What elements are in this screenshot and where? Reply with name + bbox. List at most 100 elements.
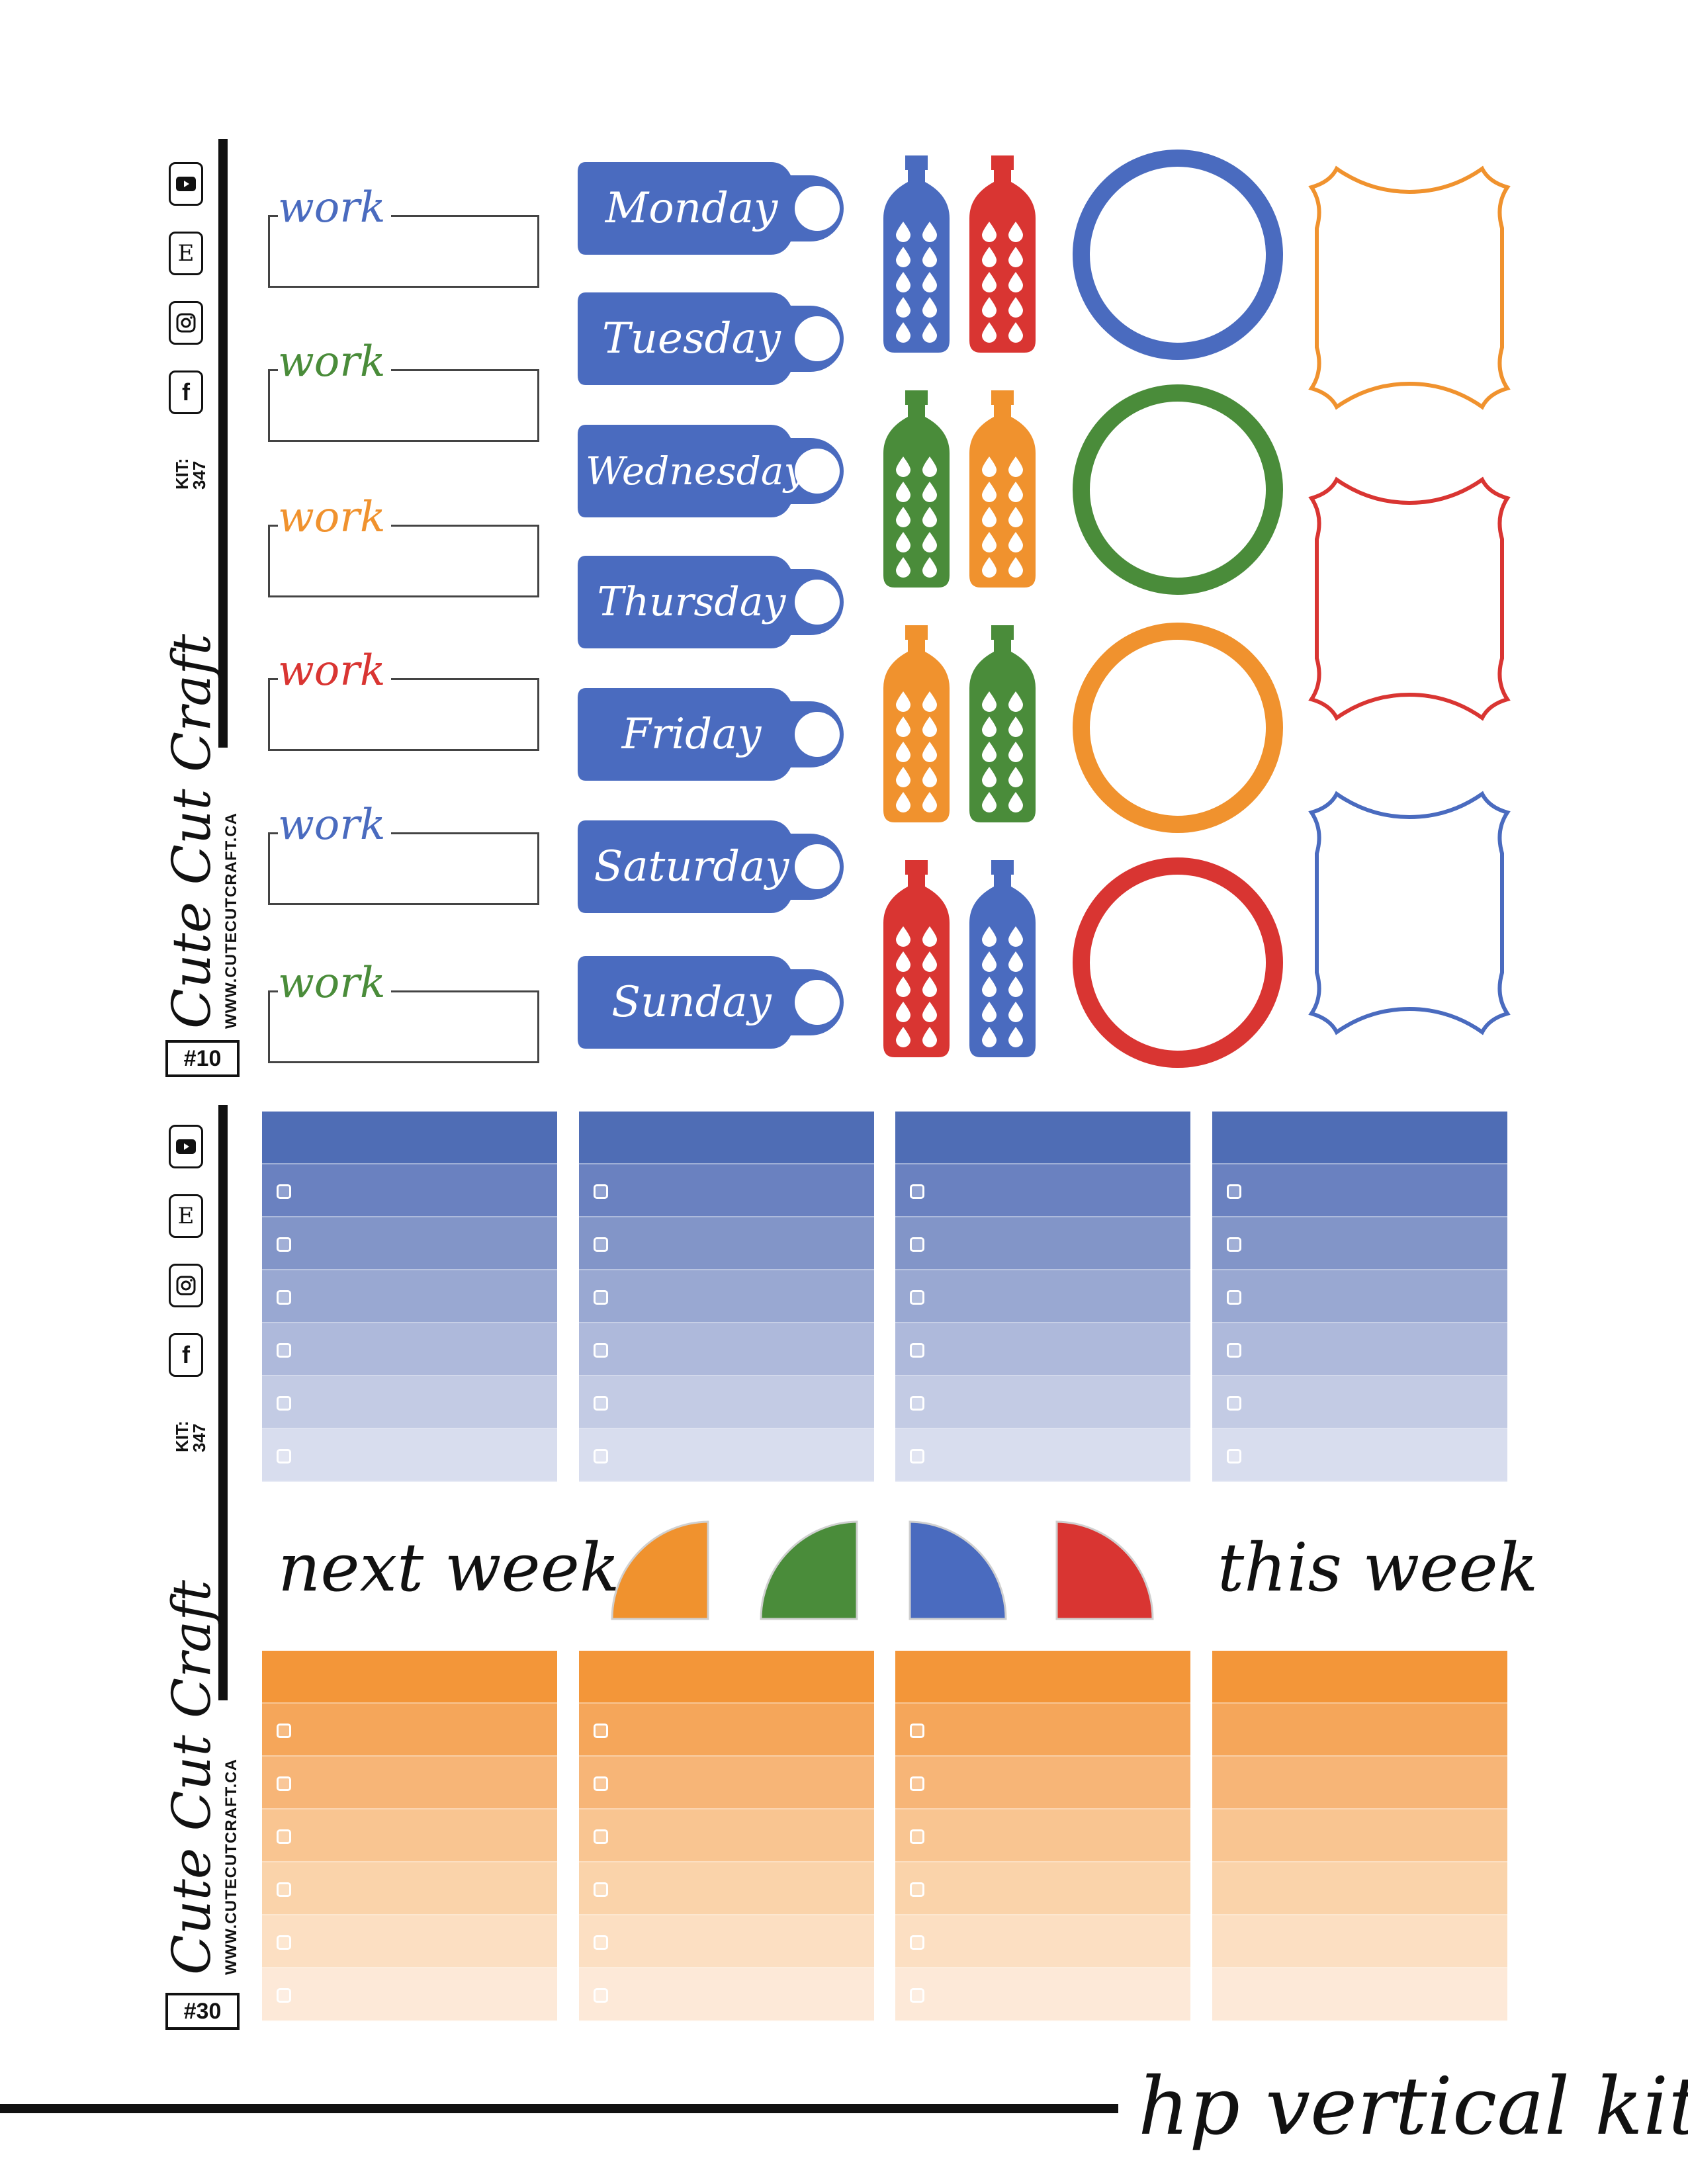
checkbox	[594, 1935, 608, 1950]
checklist-row	[895, 1862, 1190, 1915]
checklist-header	[262, 1112, 557, 1164]
quarter-circle-sticker	[611, 1520, 709, 1620]
day-label: Friday	[621, 710, 762, 759]
checklist-row	[262, 1968, 557, 2021]
instagram-icon	[169, 301, 203, 345]
checkbox	[910, 1935, 924, 1950]
checklist-row	[1212, 1757, 1507, 1810]
circle-sticker	[1073, 623, 1283, 833]
checkbox	[1227, 1396, 1241, 1411]
water-bottle-icon	[969, 625, 1036, 822]
work-label: work	[278, 496, 391, 539]
water-bottle-icon	[883, 625, 950, 822]
checklist-row	[579, 1323, 874, 1376]
checkbox	[910, 1290, 924, 1305]
day-tag-tuesday: Tuesday	[572, 286, 844, 398]
checklist-row	[1212, 1704, 1507, 1757]
work-label: work	[278, 341, 391, 383]
checklist-row	[262, 1757, 557, 1810]
checklist-row	[895, 1810, 1190, 1862]
checklist-row	[262, 1376, 557, 1429]
checklist-sticker	[1212, 1651, 1507, 2021]
checklist-row	[579, 1429, 874, 1482]
checklist-sticker	[262, 1651, 557, 2021]
footer-divider	[0, 2104, 1118, 2113]
frame-sticker	[1308, 165, 1511, 410]
checkbox	[594, 1829, 608, 1844]
sheet-number: #10	[165, 1040, 240, 1077]
checklist-row	[262, 1429, 557, 1482]
etsy-icon: E	[169, 1194, 203, 1238]
checkbox	[594, 1449, 608, 1463]
checklist-row	[895, 1968, 1190, 2021]
circle-sticker-column	[1069, 146, 1287, 1085]
checkbox	[1227, 1184, 1241, 1199]
brand-bar	[218, 139, 228, 748]
checklist-sticker	[579, 1651, 874, 2021]
quarter-circle-sticker	[760, 1520, 858, 1620]
checkbox	[277, 1396, 291, 1411]
checklist-sticker	[262, 1112, 557, 1482]
frame-sticker-column	[1297, 155, 1522, 1082]
checkbox	[277, 1988, 291, 2003]
checklist-header	[262, 1651, 557, 1704]
circle-sticker	[1073, 384, 1283, 595]
checklist-row	[1212, 1862, 1507, 1915]
checklist-row	[262, 1915, 557, 1968]
checkbox	[594, 1343, 608, 1358]
work-label: work	[278, 804, 391, 846]
water-bottle-icon	[969, 390, 1036, 588]
day-label: Thursday	[597, 579, 786, 625]
checklist-sticker	[895, 1651, 1190, 2021]
quarter-circle-sticker	[909, 1520, 1007, 1620]
sheet-number: #30	[165, 1993, 240, 2030]
checkbox	[910, 1237, 924, 1252]
checklist-header	[895, 1112, 1190, 1164]
checklist-row	[579, 1757, 874, 1810]
checklist-row	[895, 1704, 1190, 1757]
youtube-icon	[169, 1125, 203, 1168]
water-bottle-icon	[969, 155, 1036, 353]
checkbox	[910, 1343, 924, 1358]
day-label: Saturday	[594, 842, 789, 891]
checkbox	[594, 1882, 608, 1897]
day-tag-friday: Friday	[572, 681, 844, 794]
checkbox	[594, 1988, 608, 2003]
checkbox	[594, 1290, 608, 1305]
checklist-sticker	[579, 1112, 874, 1482]
checklist-row	[262, 1217, 557, 1270]
checklist-row	[262, 1810, 557, 1862]
checkbox	[910, 1724, 924, 1738]
checklist-row	[895, 1757, 1190, 1810]
checklist-row	[895, 1217, 1190, 1270]
checkbox	[277, 1237, 291, 1252]
checklist-row	[579, 1810, 874, 1862]
checklist-row	[262, 1323, 557, 1376]
checklist-row	[579, 1915, 874, 1968]
checklist-row	[1212, 1270, 1507, 1323]
day-label: Monday	[605, 184, 778, 233]
quarter-circle-sticker	[1055, 1520, 1154, 1620]
checklist-header	[895, 1651, 1190, 1704]
water-bottle-icon	[969, 860, 1036, 1057]
brand-url: WWW.CUTECUTCRAFT.CA	[222, 1759, 240, 1975]
this-week-label: this week	[1218, 1529, 1538, 1606]
instagram-icon	[169, 1264, 203, 1307]
checkbox	[910, 1396, 924, 1411]
checklist-row	[1212, 1217, 1507, 1270]
checklist-row	[895, 1164, 1190, 1217]
checkbox	[1227, 1237, 1241, 1252]
checkbox	[910, 1449, 924, 1463]
circle-sticker	[1073, 857, 1283, 1068]
checklist-row	[579, 1164, 874, 1217]
checkbox	[277, 1724, 291, 1738]
youtube-icon	[169, 162, 203, 206]
frame-sticker	[1308, 476, 1511, 721]
checklist-sticker	[1212, 1112, 1507, 1482]
facebook-icon: f	[169, 1333, 203, 1377]
day-tag-wednesday: Wednesday	[572, 418, 844, 531]
water-bottle-icon	[883, 155, 950, 353]
checklist-row	[1212, 1915, 1507, 1968]
checklist-row	[579, 1376, 874, 1429]
facebook-icon: f	[169, 371, 203, 414]
